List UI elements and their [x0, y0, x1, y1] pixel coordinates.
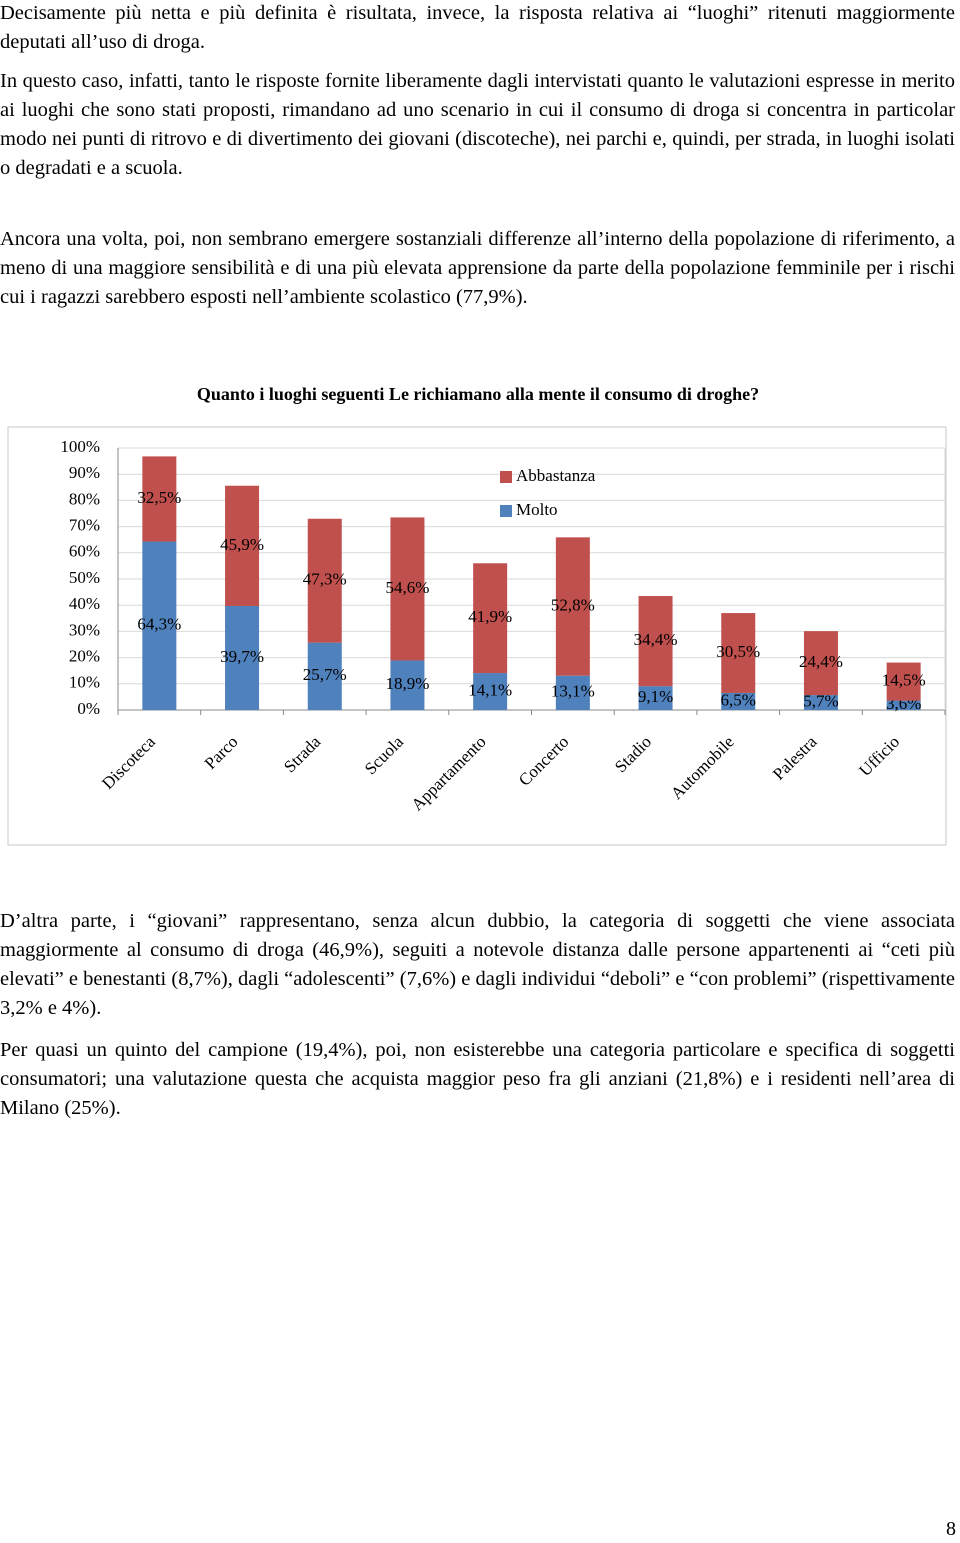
legend-swatch: [500, 471, 512, 483]
data-label: 14,1%: [468, 680, 512, 699]
bar-segment: [473, 673, 508, 710]
bar-segment: [555, 675, 590, 710]
legend-label: Molto: [516, 500, 558, 519]
bar-segment: [555, 537, 590, 676]
data-label: 5,7%: [803, 691, 838, 710]
y-tick-label: 20%: [69, 647, 100, 666]
x-tick-label: Automobile: [667, 732, 738, 803]
x-tick-label: Appartamento: [408, 732, 490, 814]
data-label: 24,4%: [799, 652, 843, 671]
data-label: 47,3%: [303, 570, 347, 589]
x-tick-label: Discoteca: [98, 732, 159, 793]
bar-segment: [225, 605, 260, 710]
bar-segment: [886, 662, 921, 701]
data-label: 34,4%: [634, 630, 678, 649]
y-tick-label: 60%: [69, 542, 100, 561]
bar-segment: [390, 517, 425, 661]
bar-segment: [886, 700, 921, 710]
x-tick-label: Scuola: [361, 732, 407, 778]
bar-segment: [307, 642, 342, 710]
paragraph: Decisamente più netta e più definita è r…: [0, 2, 955, 53]
paragraph: D’altra parte, i “giovani” rappresentano…: [0, 910, 955, 1019]
data-label: 64,3%: [137, 615, 181, 634]
legend-label: Abbastanza: [516, 466, 596, 485]
bar-segment: [473, 563, 508, 674]
paragraph: Per quasi un quinto del campione (19,4%)…: [0, 1039, 955, 1119]
y-tick-label: 50%: [69, 568, 100, 587]
data-label: 14,5%: [882, 670, 926, 689]
data-label: 30,5%: [716, 642, 760, 661]
data-label: 32,5%: [137, 488, 181, 507]
data-label: 45,9%: [220, 535, 264, 554]
x-tick-label: Stadio: [611, 732, 655, 776]
x-tick-label: Parco: [201, 732, 242, 773]
bar-segment: [307, 518, 342, 643]
bar-segment: [638, 596, 673, 687]
chart-title: Quanto i luoghi seguenti Le richiamano a…: [197, 384, 759, 404]
x-tick-label: Strada: [280, 732, 324, 776]
bar-segment: [225, 485, 260, 606]
data-label: 18,9%: [385, 674, 429, 693]
bar-segment: [803, 631, 838, 696]
y-tick-label: 90%: [69, 463, 100, 482]
data-label: 25,7%: [303, 665, 347, 684]
x-tick-label: Palestra: [769, 732, 821, 784]
bar-segment: [721, 692, 756, 710]
x-tick-label: Ufficio: [855, 732, 903, 780]
bar-segment: [390, 660, 425, 710]
bar-segment: [142, 456, 177, 542]
data-label: 9,1%: [638, 687, 673, 706]
y-tick-label: 100%: [60, 437, 100, 456]
paragraph: In questo caso, infatti, tanto le rispos…: [0, 70, 955, 179]
x-tick-label: Concerto: [515, 732, 573, 790]
bar-segment: [721, 613, 756, 693]
chart-border: [7, 426, 947, 846]
y-tick-label: 0%: [77, 699, 100, 718]
y-tick-label: 10%: [69, 673, 100, 692]
y-tick-label: 80%: [69, 489, 100, 508]
chart: Quanto i luoghi seguenti Le richiamano a…: [7, 384, 947, 846]
data-label: 6,5%: [721, 690, 756, 709]
data-label: 39,7%: [220, 647, 264, 666]
bar-segment: [142, 541, 177, 710]
bar-segment: [638, 686, 673, 710]
y-tick-label: 70%: [69, 516, 100, 535]
y-tick-label: 40%: [69, 594, 100, 613]
legend-swatch: [500, 505, 512, 517]
data-label: 54,6%: [385, 578, 429, 597]
data-label: 52,8%: [551, 595, 595, 614]
bar-segment: [803, 695, 838, 710]
data-label: 41,9%: [468, 607, 512, 626]
page-number: 8: [946, 1518, 956, 1540]
data-label: 13,1%: [551, 682, 595, 701]
y-tick-label: 30%: [69, 620, 100, 639]
paragraph: Ancora una volta, poi, non sembrano emer…: [0, 228, 955, 308]
